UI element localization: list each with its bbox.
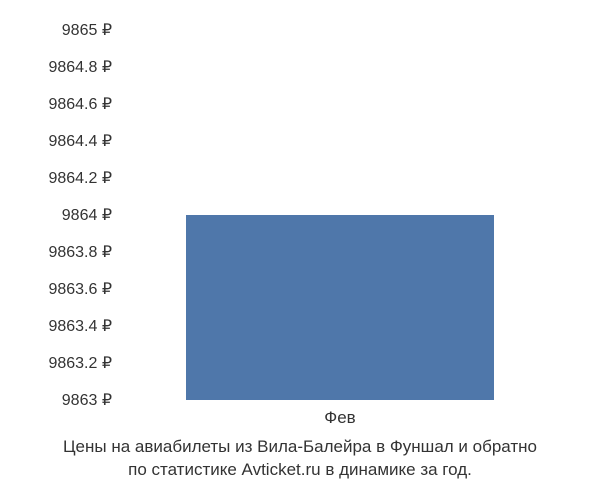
y-tick-label: 9864.2 ₽ — [48, 168, 112, 188]
y-tick-label: 9864 ₽ — [62, 205, 112, 225]
y-tick-label: 9864.4 ₽ — [48, 131, 112, 151]
y-axis: 9865 ₽9864.8 ₽9864.6 ₽9864.4 ₽9864.2 ₽98… — [0, 30, 120, 400]
x-tick-label: Фев — [324, 408, 355, 428]
y-tick-label: 9864.6 ₽ — [48, 94, 112, 114]
y-tick-label: 9863.8 ₽ — [48, 242, 112, 262]
y-tick-label: 9863.6 ₽ — [48, 279, 112, 299]
caption-line-2: по статистике Avticket.ru в динамике за … — [128, 460, 472, 479]
y-tick-label: 9863.4 ₽ — [48, 316, 112, 336]
y-tick-label: 9864.8 ₽ — [48, 57, 112, 77]
price-bar — [186, 215, 494, 400]
caption-line-1: Цены на авиабилеты из Вила-Балейра в Фун… — [63, 437, 537, 456]
chart-caption: Цены на авиабилеты из Вила-Балейра в Фун… — [0, 436, 600, 482]
y-tick-label: 9863 ₽ — [62, 390, 112, 410]
price-chart: 9865 ₽9864.8 ₽9864.6 ₽9864.4 ₽9864.2 ₽98… — [0, 30, 600, 400]
y-tick-label: 9863.2 ₽ — [48, 353, 112, 373]
plot-area: Фев — [120, 30, 560, 400]
y-tick-label: 9865 ₽ — [62, 20, 112, 40]
